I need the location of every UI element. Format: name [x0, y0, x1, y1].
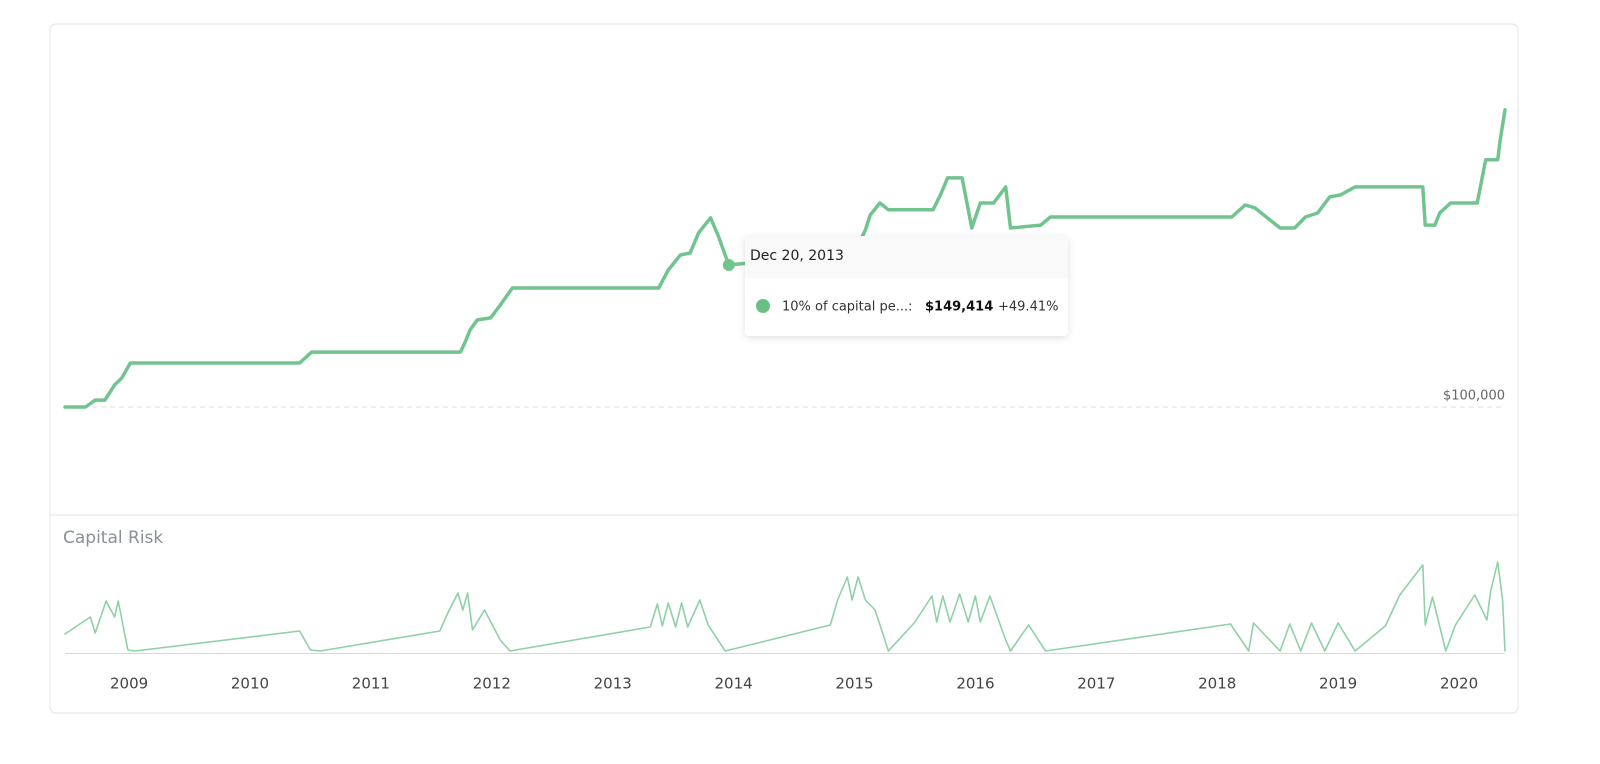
reference-label: $100,000 — [1443, 388, 1505, 403]
x-tick-label: 2011 — [352, 675, 390, 693]
risk-title: Capital Risk — [63, 528, 163, 548]
tooltip-change: +49.41% — [998, 300, 1058, 315]
x-tick-label: 2016 — [956, 675, 994, 693]
x-tick-label: 2018 — [1198, 675, 1236, 693]
tooltip-swatch — [756, 299, 770, 313]
plots: $100,000 2009 2010 2011 2012 2013 2014 2015 2016… — [63, 108, 1507, 693]
x-tick-label: 2010 — [231, 675, 269, 693]
x-tick-label: 2020 — [1440, 675, 1478, 693]
tooltip-date: Dec 20, 2013 — [750, 248, 844, 264]
series-line — [64, 561, 1506, 652]
hover-point — [722, 258, 735, 271]
tooltip-series: 10% of capital pe...: — [782, 300, 913, 315]
x-tick-label: 2017 — [1077, 675, 1115, 693]
x-tick-label: 2009 — [110, 675, 148, 693]
tooltip-value: $149,414 — [925, 300, 993, 315]
x-tick-label: 2014 — [715, 675, 753, 693]
x-tick-label: 2015 — [835, 675, 873, 693]
tooltip-header — [745, 236, 1068, 278]
series-line — [63, 108, 1507, 409]
x-tick-label: 2013 — [594, 675, 632, 693]
x-tick-label: 2019 — [1319, 675, 1357, 693]
x-tick-label: 2012 — [473, 675, 511, 693]
tooltip: Dec 20, 2013 10% of capital pe...: $149,… — [745, 236, 1068, 336]
card — [49, 23, 1519, 714]
